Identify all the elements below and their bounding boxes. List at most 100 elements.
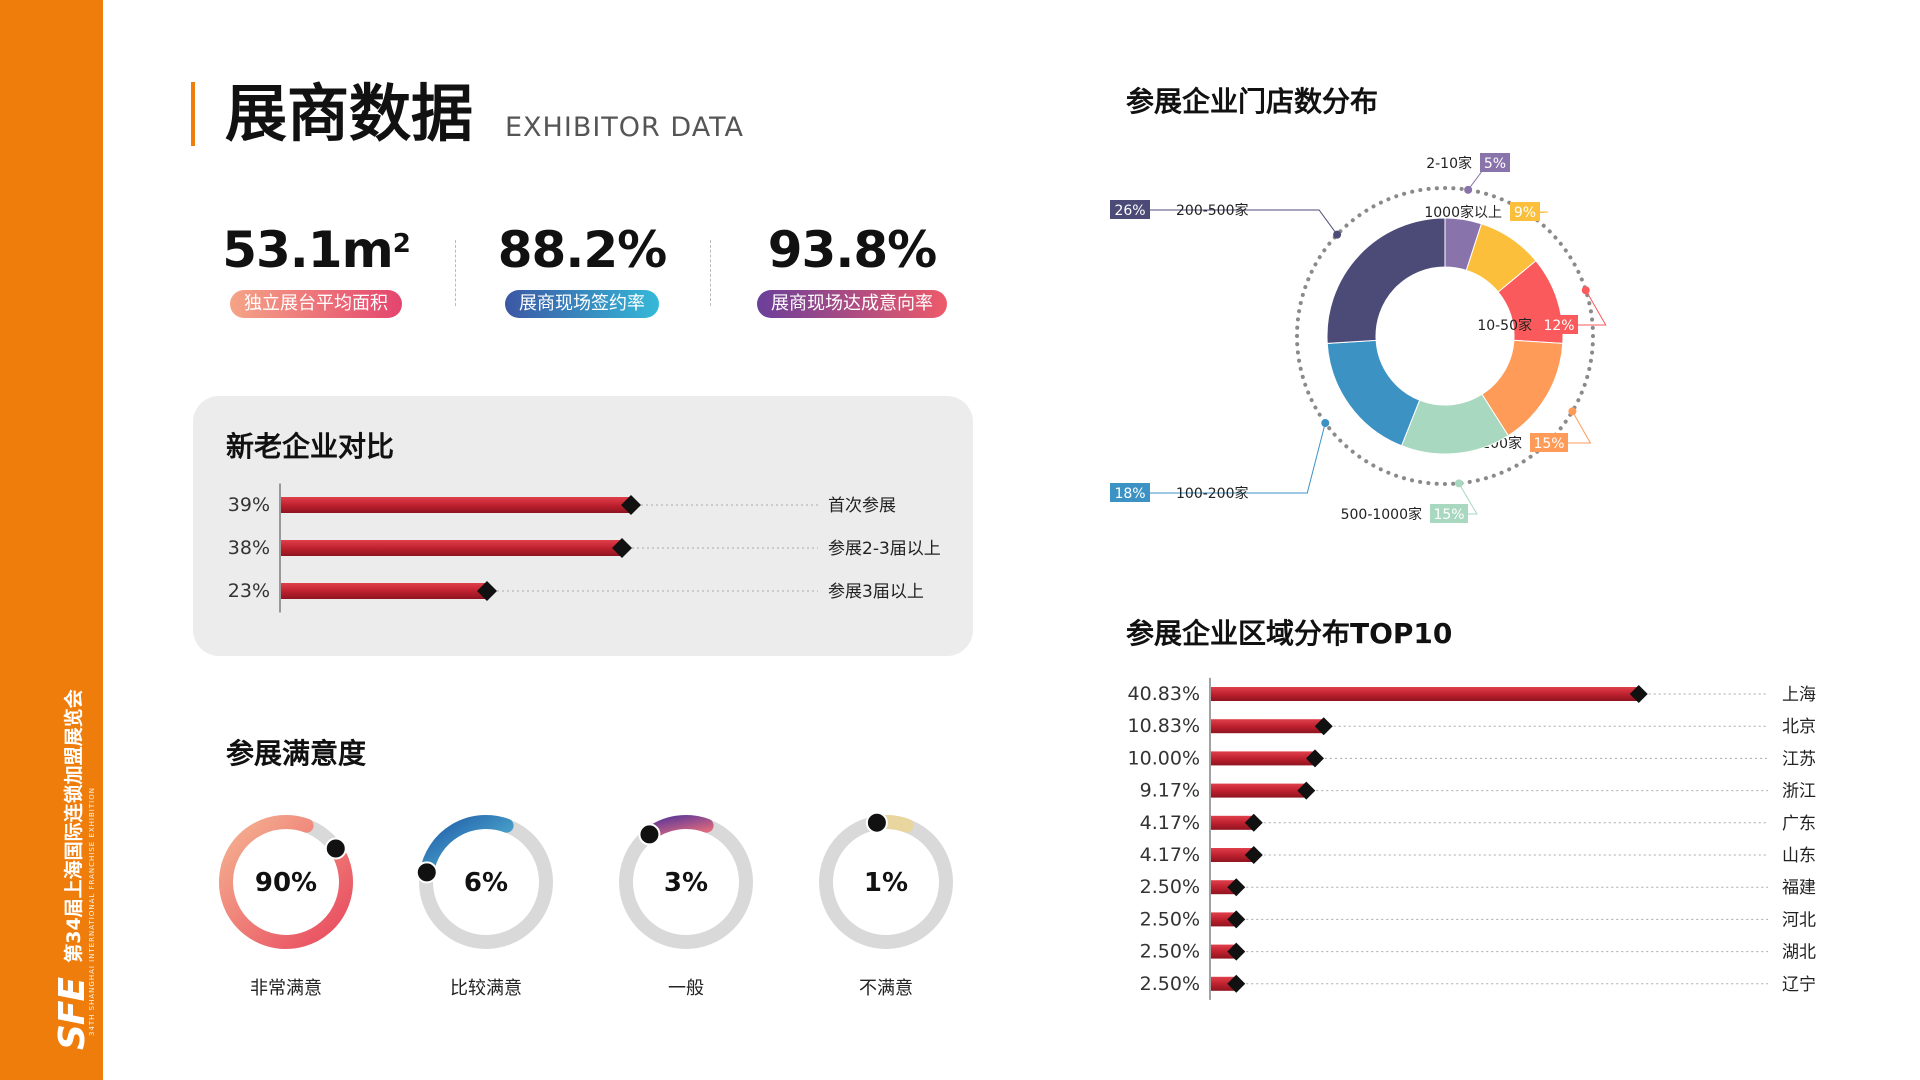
- bar: [1211, 880, 1237, 895]
- stat-signing-rate: 88.2% 展商现场签约率: [467, 220, 697, 318]
- gauge-label: 不满意: [859, 978, 913, 999]
- value-label: 38%: [228, 537, 270, 559]
- bar-end-marker: [1244, 846, 1263, 864]
- pct-label: 15%: [1433, 507, 1464, 523]
- sidebar: SFE 第34届上海国际连锁加盟展览会 34TH SHANGHAI INTERN…: [0, 0, 103, 1080]
- category-label: 广东: [1782, 814, 1816, 834]
- category-label: 河北: [1782, 910, 1816, 930]
- gauge-arc: [219, 815, 353, 949]
- bar: [281, 497, 631, 513]
- bar: [1211, 912, 1237, 927]
- bar: [281, 583, 487, 599]
- pct-box: [1110, 200, 1150, 219]
- gauge-knob: [415, 861, 438, 884]
- gauge-knob: [865, 811, 888, 834]
- slice-label: 200-500家: [1176, 202, 1249, 219]
- category-label: 江苏: [1782, 749, 1816, 769]
- slice-label: 1000家以上: [1424, 204, 1502, 221]
- gauge-arc: [419, 815, 514, 880]
- satisfaction-title: 参展满意度: [226, 737, 367, 770]
- bar-end-marker: [1306, 749, 1324, 768]
- bar-end-marker: [612, 538, 632, 558]
- value-label: 2.50%: [1140, 908, 1200, 930]
- gauge-label: 比较满意: [450, 978, 522, 999]
- bar: [1211, 815, 1254, 830]
- value-label: 40.83%: [1128, 683, 1200, 705]
- pct-box: [1540, 315, 1578, 334]
- gauge-knob: [324, 837, 347, 860]
- category-label: 辽宁: [1782, 975, 1816, 995]
- value-label: 4.17%: [1140, 812, 1200, 834]
- category-label: 参展3届以上: [828, 582, 924, 602]
- store-count-donut-chart: 5%2-10家9%1000家以上12%10-50家15%50-100家15%50…: [1110, 153, 1607, 523]
- pct-box: [1510, 202, 1540, 221]
- gauge-value: 3%: [664, 868, 708, 898]
- bar: [1211, 719, 1324, 734]
- bar-end-marker: [1629, 685, 1648, 703]
- donut-slice: [1326, 339, 1421, 447]
- value-label: 9.17%: [1140, 780, 1200, 802]
- stat-label: 独立展台平均面积: [230, 290, 402, 318]
- leader-dot: [1321, 418, 1330, 427]
- leader-line: [1578, 290, 1607, 326]
- pct-box: [1430, 504, 1468, 523]
- pct-label: 15%: [1533, 436, 1564, 452]
- slice-label: 10-50家: [1477, 317, 1532, 334]
- leader-line: [1458, 483, 1478, 515]
- category-label: 北京: [1782, 717, 1816, 737]
- bar-end-marker: [1227, 910, 1246, 929]
- stat-avg-booth-area: 53.1m2 独立展台平均面积: [201, 220, 431, 318]
- pct-label: 9%: [1514, 205, 1536, 221]
- bar-end-marker: [621, 495, 641, 515]
- bar-end-marker: [1314, 717, 1333, 736]
- bar: [281, 540, 622, 556]
- slice-label: 2-10家: [1426, 155, 1472, 172]
- category-label: 上海: [1782, 685, 1816, 705]
- stat-label: 展商现场达成意向率: [757, 290, 947, 318]
- gauge-label: 一般: [668, 978, 704, 999]
- bar: [1211, 944, 1237, 959]
- value-label: 39%: [228, 494, 270, 516]
- dotted-ring: [1295, 186, 1595, 486]
- sfe-logo: SFE: [52, 977, 93, 1050]
- bar: [1211, 783, 1307, 798]
- pct-box: [1110, 483, 1150, 502]
- satisfaction-gauges: 90% 6% 3% 1%: [219, 811, 953, 949]
- slice-label: 100-200家: [1176, 485, 1249, 502]
- bar-end-marker: [1297, 781, 1316, 800]
- category-label: 首次参展: [828, 496, 896, 516]
- category-label: 山东: [1782, 846, 1816, 866]
- bar: [1211, 687, 1639, 701]
- new-old-bar-chart: 39% 首次参展 38% 参展2-3届以上 23% 参展3届以上: [228, 483, 941, 613]
- value-label: 2.50%: [1140, 941, 1200, 963]
- leader-line: [1130, 422, 1326, 494]
- category-label: 湖北: [1782, 943, 1816, 963]
- leader-dot: [1581, 286, 1590, 295]
- stat-label: 展商现场签约率: [505, 290, 659, 318]
- new-old-title: 新老企业对比: [226, 430, 395, 463]
- value-label: 2.50%: [1140, 973, 1200, 995]
- region-bar-chart: 40.83% 上海 10.83% 北京 10.00% 江苏 9.17% 浙江 4.17% 广东 4.…: [1128, 677, 1816, 1000]
- slice-label: 500-1000家: [1341, 506, 1422, 523]
- pct-label: 12%: [1543, 318, 1574, 334]
- bar-end-marker: [1227, 878, 1246, 897]
- leader-line: [1130, 209, 1338, 235]
- pct-box: [1480, 153, 1510, 172]
- value-label: 4.17%: [1140, 844, 1200, 866]
- category-label: 福建: [1782, 878, 1816, 898]
- new-old-panel: [193, 396, 973, 656]
- gauge-value: 6%: [464, 868, 508, 898]
- value-label: 23%: [228, 580, 270, 602]
- bar-end-marker: [1227, 942, 1246, 961]
- stat-value: 93.8%: [767, 221, 937, 279]
- value-label: 10.00%: [1128, 747, 1200, 769]
- bar-end-marker: [477, 581, 497, 601]
- leader-dot: [1333, 230, 1342, 239]
- value-label: 10.83%: [1128, 715, 1200, 737]
- pct-label: 26%: [1114, 203, 1145, 219]
- gauge-value: 1%: [864, 868, 908, 898]
- pct-label: 5%: [1484, 156, 1506, 172]
- title-accent-bar: [191, 82, 195, 146]
- bar: [1211, 751, 1315, 766]
- category-label: 浙江: [1782, 782, 1816, 802]
